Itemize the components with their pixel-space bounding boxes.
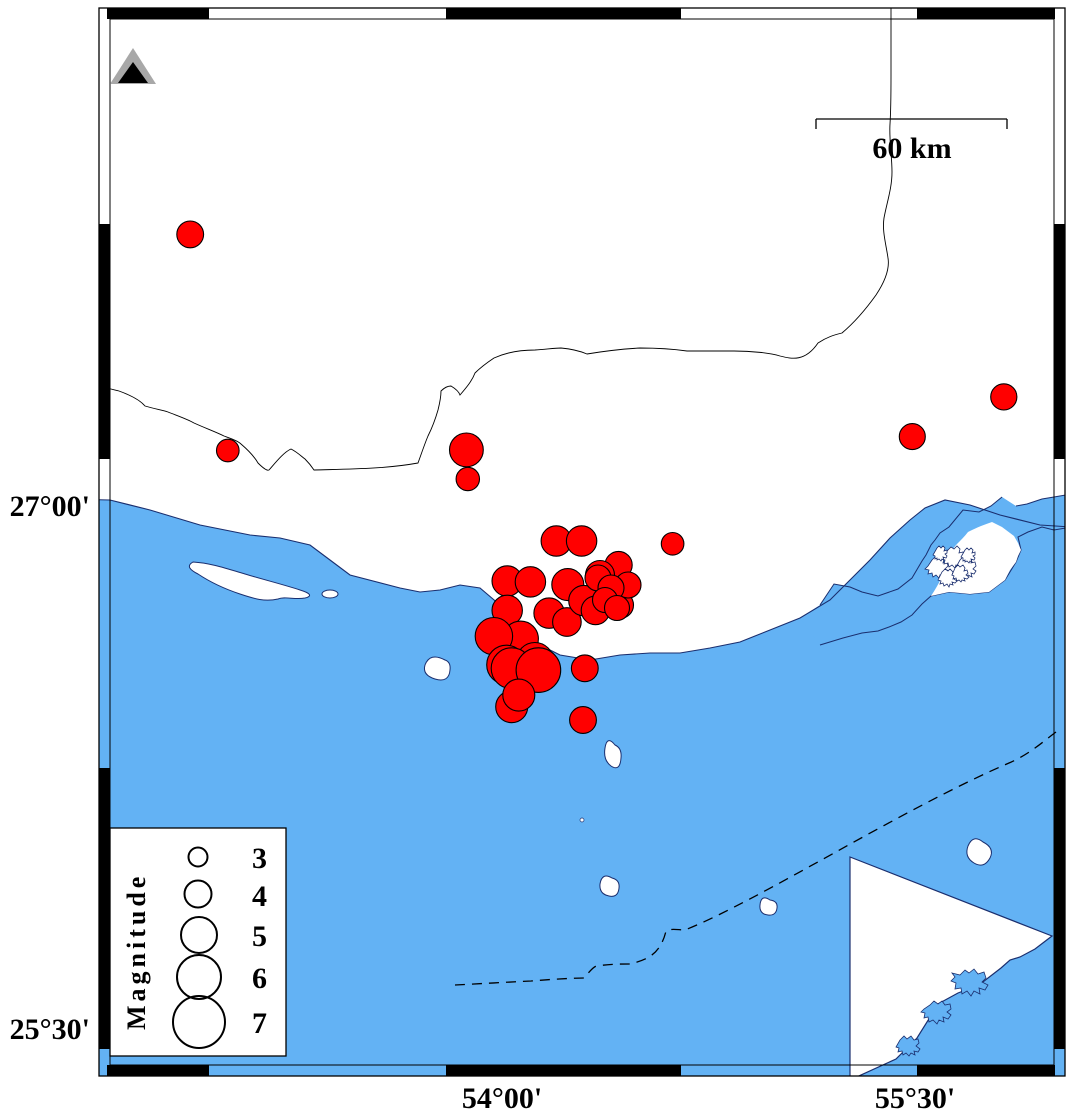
svg-text:3: 3 xyxy=(252,842,267,875)
svg-text:Magnitude: Magnitude xyxy=(122,873,151,1030)
svg-text:4: 4 xyxy=(252,880,267,913)
svg-text:7: 7 xyxy=(252,1007,267,1040)
svg-text:27°00': 27°00' xyxy=(10,490,90,523)
svg-text:25°30': 25°30' xyxy=(10,1013,90,1046)
svg-text:60 km: 60 km xyxy=(872,132,951,165)
svg-text:6: 6 xyxy=(252,962,267,995)
svg-text:5: 5 xyxy=(252,920,267,953)
svg-text:55°30': 55°30' xyxy=(875,1082,955,1114)
svg-text:54°00': 54°00' xyxy=(462,1082,542,1114)
